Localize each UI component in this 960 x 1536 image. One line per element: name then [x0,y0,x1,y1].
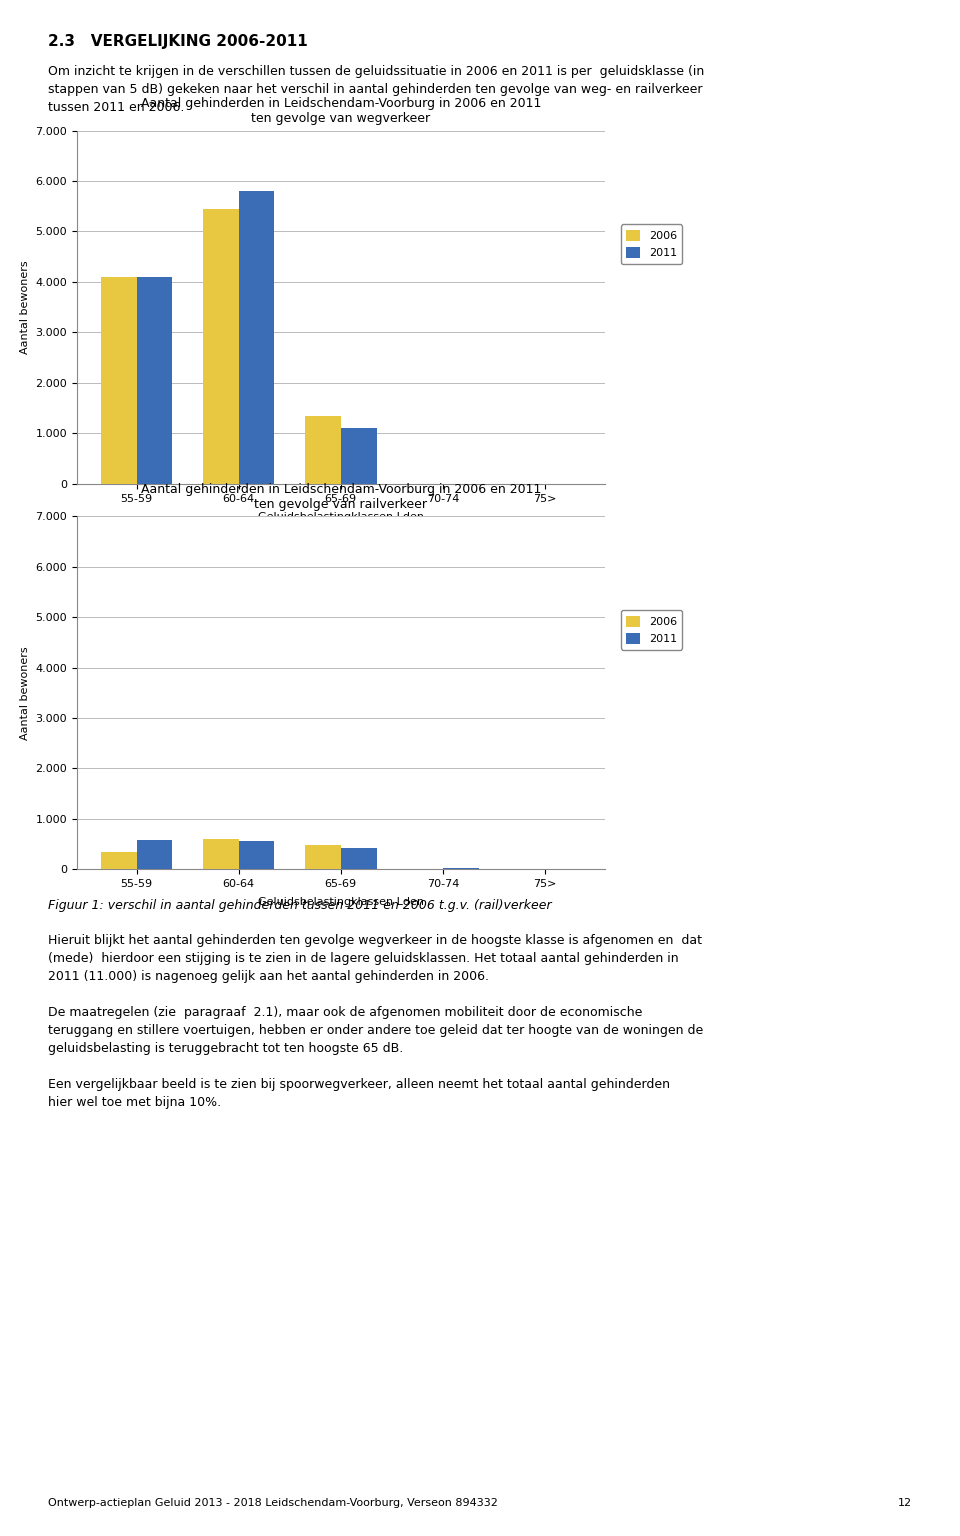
Bar [305,416,341,484]
Bar [203,839,239,869]
X-axis label: Geluidsbelastingklassen Lden: Geluidsbelastingklassen Lden [258,511,423,522]
Bar [101,851,136,869]
Title: Aantal gehinderden in Leidschendam-Voorburg in 2006 en 2011
ten gevolge van rail: Aantal gehinderden in Leidschendam-Voorb… [140,482,541,511]
Bar [136,840,172,869]
Title: Aantal gehinderden in Leidschendam-Voorburg in 2006 en 2011
ten gevolge van wegv: Aantal gehinderden in Leidschendam-Voorb… [140,97,541,126]
Text: Figuur 1: verschil in aantal gehinderden tussen 2011 en 2006 t.g.v. (rail)verkee: Figuur 1: verschil in aantal gehinderden… [48,899,552,911]
Y-axis label: Aantal bewoners: Aantal bewoners [20,647,30,739]
Legend: 2006, 2011: 2006, 2011 [621,224,683,264]
Text: Hieruit blijkt het aantal gehinderden ten gevolge wegverkeer in de hoogste klass: Hieruit blijkt het aantal gehinderden te… [48,934,704,1109]
Text: Ontwerp-actieplan Geluid 2013 - 2018 Leidschendam-Voorburg, Verseon 894332: Ontwerp-actieplan Geluid 2013 - 2018 Lei… [48,1498,498,1508]
Text: 2.3   VERGELIJKING 2006-2011: 2.3 VERGELIJKING 2006-2011 [48,34,308,49]
Bar [136,276,172,484]
Bar [239,190,275,484]
Y-axis label: Aantal bewoners: Aantal bewoners [20,261,30,353]
Text: Om inzicht te krijgen in de verschillen tussen de geluidssituatie in 2006 en 201: Om inzicht te krijgen in de verschillen … [48,65,705,114]
Bar [341,429,376,484]
X-axis label: Geluidsbelastingklassen Lden: Geluidsbelastingklassen Lden [258,897,423,908]
Bar [305,845,341,869]
Legend: 2006, 2011: 2006, 2011 [621,610,683,650]
Bar [203,209,239,484]
Bar [239,842,275,869]
Bar [341,848,376,869]
Text: 12: 12 [898,1498,912,1508]
Bar [101,276,136,484]
